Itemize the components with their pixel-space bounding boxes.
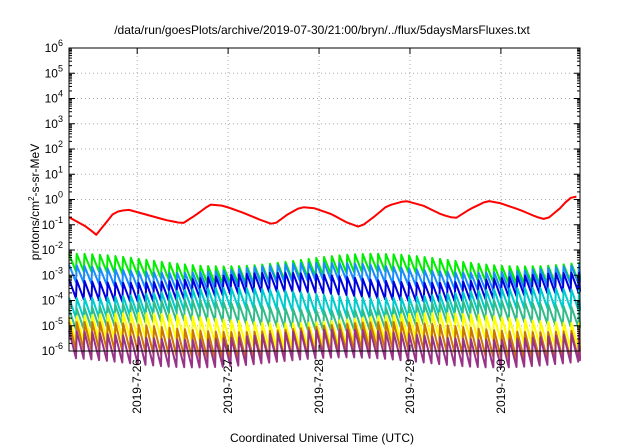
y-tick-label: 10-6 — [42, 341, 63, 358]
series-line — [68, 286, 581, 320]
x-tick-label: 2019-7-27 — [221, 359, 235, 414]
x-tick-label: 2019-7-26 — [130, 359, 144, 414]
y-tick-label: 10-1 — [42, 215, 63, 232]
series-line — [68, 195, 577, 236]
series-line — [68, 271, 581, 303]
series-layer — [68, 195, 581, 369]
y-tick-label: 104 — [45, 89, 63, 106]
y-tick-label: 102 — [45, 139, 63, 156]
y-axis-title: protons/cm2-s-sr-MeV — [27, 144, 42, 260]
y-tick-label: 100 — [45, 190, 63, 207]
y-tick-label: 10-3 — [42, 265, 63, 282]
y-tick-label: 101 — [45, 164, 63, 181]
y-tick-label: 105 — [45, 63, 63, 80]
y-tick-label: 10-4 — [42, 291, 63, 308]
y-tick-label: 103 — [45, 114, 63, 131]
y-axis-title-base: protons/cm — [28, 201, 42, 260]
series-line — [68, 252, 581, 286]
y-tick-label: 10-2 — [42, 240, 63, 257]
y-axis-title-rest: -s-sr-MeV — [28, 144, 42, 197]
y-ticks: 10-6 10-5 10-4 10-3 10-2 10-1 100 101 102 103 104 1… — [42, 38, 580, 358]
x-tick-label: 2019-7-30 — [494, 359, 508, 414]
series-line — [68, 328, 581, 369]
series-line — [68, 299, 581, 332]
x-tick-label: 2019-7-28 — [312, 359, 326, 414]
x-ticks: 2019-7-26 2019-7-27 2019-7-28 2019-7-29 2019… — [130, 48, 508, 414]
chart-title: /data/run/goesPlots/archive/2019-07-30/2… — [114, 23, 530, 37]
y-tick-label: 106 — [45, 38, 63, 55]
y-axis-title-sup: 2 — [27, 196, 36, 201]
x-axis-title: Coordinated Universal Time (UTC) — [230, 431, 414, 445]
series-line — [68, 312, 581, 350]
y-tick-label: 10-5 — [42, 316, 63, 333]
series-line — [68, 261, 581, 292]
x-tick-label: 2019-7-29 — [403, 359, 417, 414]
